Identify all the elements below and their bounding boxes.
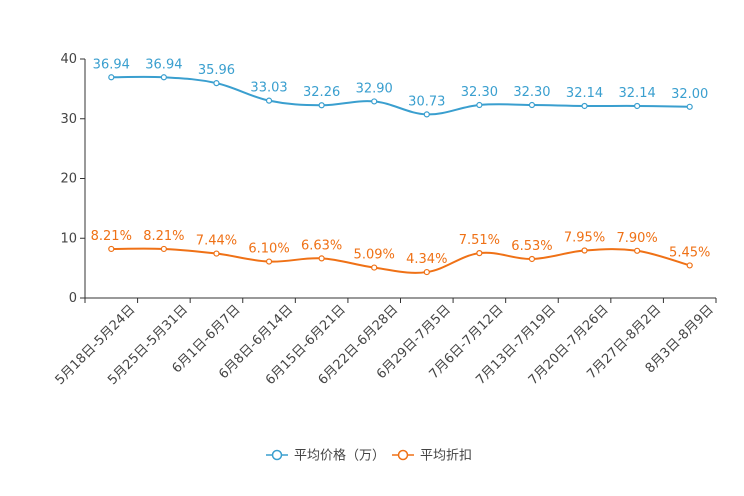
y-tick-label: 10 xyxy=(60,231,77,246)
data-label: 32.00 xyxy=(671,87,708,102)
data-label: 30.73 xyxy=(408,94,445,109)
data-label: 32.26 xyxy=(303,85,340,100)
data-point[interactable] xyxy=(160,74,167,81)
series-2: 8.21% 8.21% 7.44% 6.10% 6.63% 5.09% 4.34% 7.51%… xyxy=(91,229,710,276)
data-point[interactable] xyxy=(686,103,693,110)
data-point[interactable] xyxy=(265,258,273,265)
y-tick-label: 40 xyxy=(60,52,77,67)
data-point[interactable] xyxy=(634,102,641,110)
data-label: 32.90 xyxy=(356,81,393,96)
data-label: 6.63% xyxy=(301,238,342,253)
x-axis-tick-labels: 5月18日-5月24日5月25日-5月31日6月1日-6月7日6月8日-6月14… xyxy=(53,302,717,388)
data-point[interactable] xyxy=(160,245,167,253)
data-point[interactable] xyxy=(213,250,220,257)
data-point[interactable] xyxy=(528,101,536,109)
legend-label: 平均折扣 xyxy=(420,449,472,464)
data-label: 6.53% xyxy=(511,239,552,254)
series-line xyxy=(111,75,690,116)
data-point[interactable] xyxy=(581,247,588,254)
legend-item-2[interactable]: 平均折扣 xyxy=(392,449,472,464)
data-label: 5.45% xyxy=(669,245,710,260)
data-point[interactable] xyxy=(686,262,693,269)
data-label: 7.95% xyxy=(564,230,605,245)
data-point[interactable] xyxy=(423,268,430,276)
data-point[interactable] xyxy=(108,245,115,253)
y-tick-label: 20 xyxy=(60,172,77,187)
data-label: 6.10% xyxy=(248,242,289,257)
data-label: 32.30 xyxy=(461,85,498,100)
data-point[interactable] xyxy=(476,101,483,109)
data-point[interactable] xyxy=(265,97,273,104)
data-point[interactable] xyxy=(213,80,220,87)
data-point[interactable] xyxy=(108,74,115,81)
legend-label: 平均价格（万） xyxy=(294,448,385,464)
data-label: 33.03 xyxy=(250,81,287,96)
data-point[interactable] xyxy=(634,247,641,254)
legend-item-1[interactable]: 平均价格（万） xyxy=(266,448,385,464)
data-label: 36.94 xyxy=(145,57,182,72)
chart-legend[interactable]: 平均价格（万） 平均折扣 xyxy=(266,448,472,464)
data-point[interactable] xyxy=(371,264,378,271)
data-point[interactable] xyxy=(318,255,325,262)
series-layer: 36.94 36.94 35.96 33.03 32.26 32.90 30.73 32.30… xyxy=(91,57,710,276)
data-label: 7.90% xyxy=(616,231,657,246)
data-label: 7.51% xyxy=(459,233,500,248)
data-label: 8.21% xyxy=(91,229,132,244)
data-label: 8.21% xyxy=(143,229,184,244)
y-tick-label: 30 xyxy=(60,112,77,127)
y-tick-label: 0 xyxy=(69,291,77,306)
data-label: 36.94 xyxy=(93,57,130,72)
data-point[interactable] xyxy=(528,255,536,263)
data-label: 5.09% xyxy=(354,248,395,263)
y-axis-tick-labels: 0 10 20 30 40 xyxy=(60,52,77,306)
series-line xyxy=(111,247,690,274)
data-point[interactable] xyxy=(318,102,325,109)
series-1: 36.94 36.94 35.96 33.03 32.26 32.90 30.73 32.30… xyxy=(93,57,708,118)
data-point[interactable] xyxy=(371,98,378,105)
data-label: 7.44% xyxy=(196,234,237,249)
data-point[interactable] xyxy=(423,111,430,118)
data-label: 32.30 xyxy=(513,85,550,100)
data-label: 35.96 xyxy=(198,63,235,78)
data-label: 32.14 xyxy=(566,86,603,101)
data-point[interactable] xyxy=(581,102,588,110)
data-point[interactable] xyxy=(476,250,483,257)
legend-marker xyxy=(397,449,409,461)
chart-axes xyxy=(80,58,717,303)
legend-marker xyxy=(271,449,283,461)
data-label: 32.14 xyxy=(619,86,656,101)
data-label: 4.34% xyxy=(406,252,447,267)
